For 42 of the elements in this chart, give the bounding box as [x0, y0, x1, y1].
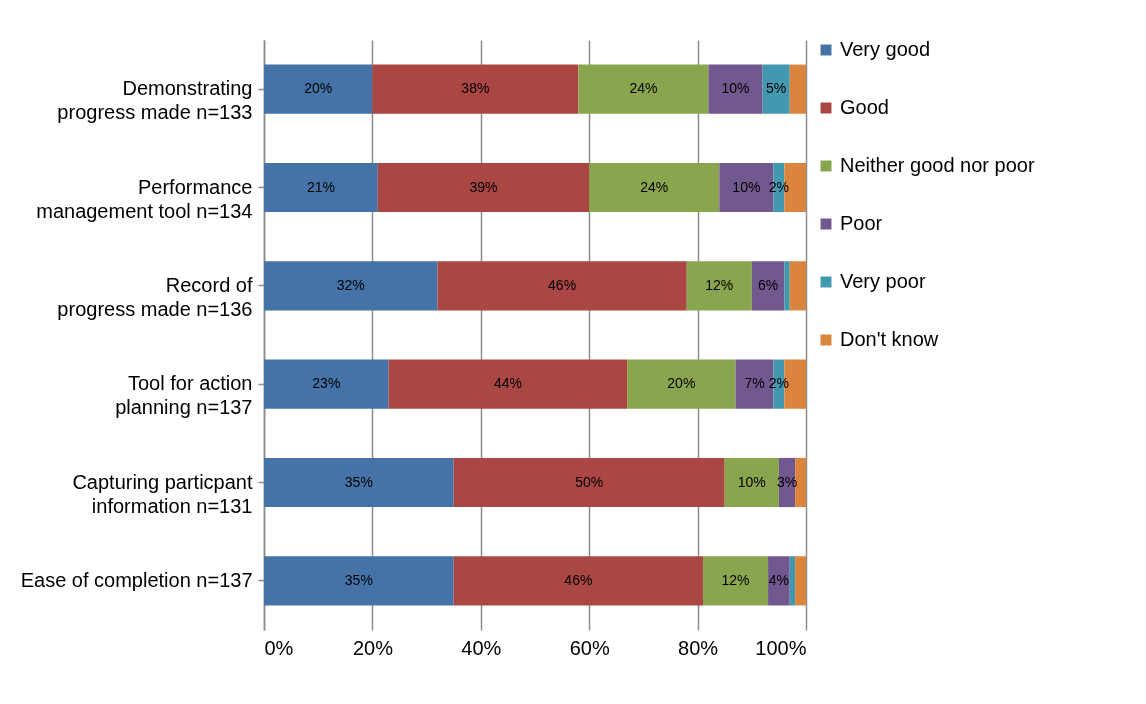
- data-label: 6%: [757, 276, 779, 293]
- data-label: 12%: [721, 571, 750, 588]
- legend-label: Very good: [840, 38, 931, 60]
- x-tick-label: 60%: [569, 636, 610, 659]
- data-label: 12%: [705, 276, 734, 293]
- data-label: 44%: [493, 375, 522, 392]
- data-label: 20%: [667, 375, 696, 392]
- x-tick-label: 100%: [755, 636, 807, 659]
- legend-label: Good: [840, 96, 889, 118]
- data-label: 32%: [336, 276, 365, 293]
- data-label: 10%: [721, 80, 750, 97]
- y-tick-label: Tool for action planning n=137: [115, 372, 253, 419]
- x-tick-label: 0%: [264, 636, 294, 659]
- y-tick-label: Demonstrating progress made n=133: [57, 77, 253, 124]
- data-label: 24%: [640, 178, 669, 195]
- data-label: 39%: [469, 178, 498, 195]
- legend-label: Don't know: [840, 328, 939, 350]
- x-tick-label: 80%: [678, 636, 719, 659]
- data-label: 46%: [548, 276, 577, 293]
- data-label: 46%: [564, 571, 593, 588]
- data-label: 50%: [575, 473, 604, 490]
- x-tick-label: 20%: [352, 636, 394, 659]
- y-tick-label: Ease of completion n=137: [20, 568, 253, 591]
- y-tick-label: Capturing particpant information n=131: [72, 470, 253, 517]
- x-tick-label: 40%: [461, 636, 502, 659]
- data-label: 21%: [306, 178, 335, 195]
- data-label: 10%: [737, 473, 766, 490]
- data-label: 20%: [304, 80, 333, 97]
- data-label: 7%: [744, 375, 765, 392]
- data-label: 35%: [344, 571, 373, 588]
- legend-label: Poor: [840, 212, 883, 234]
- data-label: 10%: [732, 178, 761, 195]
- legend-label: Very poor: [840, 270, 926, 292]
- data-label: 35%: [344, 473, 373, 490]
- y-tick-label: Record of progress made n=136: [57, 273, 253, 320]
- data-label: 24%: [629, 80, 658, 97]
- data-label: 23%: [312, 375, 341, 392]
- data-label: 5%: [766, 80, 787, 97]
- data-label: 38%: [461, 80, 490, 97]
- data-label: 4%: [768, 571, 790, 588]
- y-tick-label: Performance management tool n=134: [36, 175, 253, 222]
- legend-label: Neither good nor poor: [840, 154, 1035, 176]
